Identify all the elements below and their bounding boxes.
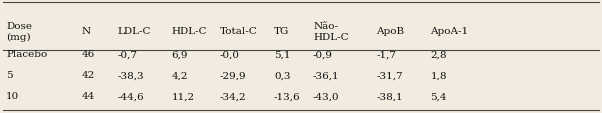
Text: -34,2: -34,2 — [220, 92, 246, 100]
Text: TG: TG — [274, 27, 290, 36]
Text: -44,6: -44,6 — [117, 92, 144, 100]
Text: -38,1: -38,1 — [376, 92, 403, 100]
Text: Placebo: Placebo — [6, 50, 48, 59]
Text: -1,7: -1,7 — [376, 50, 396, 59]
Text: -29,9: -29,9 — [220, 71, 246, 80]
Text: HDL-C: HDL-C — [172, 27, 207, 36]
Text: 46: 46 — [81, 50, 95, 59]
Text: ApoA-1: ApoA-1 — [430, 27, 468, 36]
Text: 2,8: 2,8 — [430, 50, 447, 59]
Text: N: N — [81, 27, 90, 36]
Text: -0,0: -0,0 — [220, 50, 240, 59]
Text: 5: 5 — [6, 71, 13, 80]
Text: 0,3: 0,3 — [274, 71, 290, 80]
Text: ApoB: ApoB — [376, 27, 405, 36]
Text: -31,7: -31,7 — [376, 71, 403, 80]
Text: 4,2: 4,2 — [172, 71, 188, 80]
Text: -38,3: -38,3 — [117, 71, 144, 80]
Text: 5,1: 5,1 — [274, 50, 290, 59]
Text: 42: 42 — [81, 71, 95, 80]
Text: 1,8: 1,8 — [430, 71, 447, 80]
Text: -36,1: -36,1 — [313, 71, 340, 80]
Text: -43,0: -43,0 — [313, 92, 340, 100]
Text: 6,9: 6,9 — [172, 50, 188, 59]
Text: 44: 44 — [81, 92, 95, 100]
Text: -0,9: -0,9 — [313, 50, 333, 59]
Text: Não-
HDL-C: Não- HDL-C — [313, 22, 349, 41]
Text: 11,2: 11,2 — [172, 92, 194, 100]
Text: 5,4: 5,4 — [430, 92, 447, 100]
Text: Dose
(mg): Dose (mg) — [6, 22, 32, 41]
Text: -0,7: -0,7 — [117, 50, 137, 59]
Text: -13,6: -13,6 — [274, 92, 300, 100]
Text: LDL-C: LDL-C — [117, 27, 151, 36]
Text: Total-C: Total-C — [220, 27, 258, 36]
Text: 10: 10 — [6, 92, 19, 100]
